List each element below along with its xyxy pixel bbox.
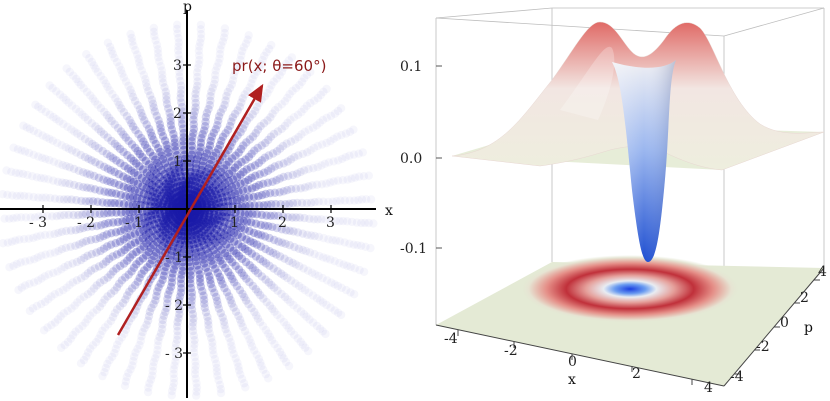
left-axis-ticks xyxy=(42,64,332,354)
x-tick-label: 1 xyxy=(230,215,239,231)
p-tick-label: - 1 xyxy=(165,250,183,266)
projection-arrow xyxy=(116,83,264,336)
right-x-tick-label: 0 xyxy=(568,354,577,370)
projection-ray xyxy=(149,23,226,398)
p-tick-label: 2 xyxy=(173,106,182,122)
x-tick-label: - 2 xyxy=(77,215,95,231)
right-p-tick-label: 0 xyxy=(780,315,789,331)
p-axis-ticks xyxy=(734,279,820,375)
right-p-tick-label: -4 xyxy=(730,369,744,385)
left-tick-labels: - 3 - 2 - 1 1 2 3 3 2 1 - 1 - 2 - 3 xyxy=(29,58,335,362)
right-p-tick-label: 2 xyxy=(800,290,809,306)
right-p-tick-label: 4 xyxy=(818,264,827,280)
z-tick-label: -0.1 xyxy=(400,241,427,257)
right-x-tick-label: 4 xyxy=(704,380,713,396)
projection-annotation: pr(x; θ=60°) xyxy=(232,57,326,75)
dip-shade xyxy=(612,60,676,262)
right-x-tick-label: -4 xyxy=(444,331,458,347)
p-tick-label: - 2 xyxy=(165,298,183,314)
right-x-tick-label: 2 xyxy=(632,366,641,382)
left-x-axis-label: x xyxy=(385,203,393,219)
projection-ray xyxy=(31,100,346,320)
x-axis-ticks xyxy=(457,330,693,385)
right-p-tick-label: -2 xyxy=(756,339,770,355)
p-tick-label: 1 xyxy=(173,154,182,170)
projection-ray xyxy=(143,24,230,397)
x-tick-label: - 1 xyxy=(125,215,143,231)
z-tick-label: 0.0 xyxy=(400,151,422,167)
p-tick-label: 3 xyxy=(173,58,182,74)
projection-ray xyxy=(120,31,253,390)
right-p-axis-label: p xyxy=(804,320,813,336)
x-tick-label: 3 xyxy=(326,215,335,231)
wigner-surface-plot: 0.1 0.0 -0.1 -4 -2 0 2 4 x 4 2 0 - xyxy=(400,7,827,396)
x-tick-label: - 3 xyxy=(29,215,47,231)
surface-highlight xyxy=(560,46,615,121)
x-axis-edge xyxy=(435,324,725,387)
left-p-axis-label: p xyxy=(183,0,192,15)
p-tick-label: - 3 xyxy=(165,346,183,362)
radial-projection-plot: - 3 - 2 - 1 1 2 3 3 2 1 - 1 - 2 - 3 x p pr(x; θ=60°… xyxy=(0,0,393,400)
right-x-tick-label: -2 xyxy=(504,343,518,359)
projection-rays xyxy=(0,20,378,400)
z-tick-label: 0.1 xyxy=(400,59,422,75)
right-x-axis-label: x xyxy=(568,372,576,388)
x-tick-label: 2 xyxy=(278,215,287,231)
z-axis xyxy=(436,65,442,249)
density-ring xyxy=(520,255,740,323)
